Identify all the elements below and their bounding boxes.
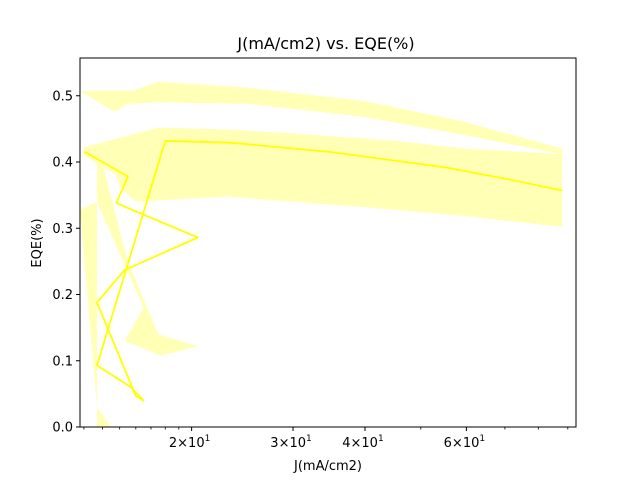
x-tick-label: 3×101 [270,434,311,451]
y-tick-label: 0.1 [52,354,73,369]
x-tick-label: 4×101 [342,434,383,451]
confidence-band-2 [80,81,563,155]
plot-frame [79,57,577,428]
y-tick-label: 0.2 [52,288,73,303]
y-tick-label: 0.0 [52,421,73,436]
confidence-band-3 [80,142,198,427]
x-axis-title: J(mA/cm2) [293,459,362,474]
series-line-1 [83,139,563,402]
y-tick-label: 0.4 [52,156,73,171]
x-tick-label: 6×101 [444,434,485,451]
y-axis-title: EQE(%) [30,218,45,267]
plot-area [80,81,563,427]
y-tick-label: 0.3 [52,222,73,237]
chart-title: J(mA/cm2) vs. EQE(%) [236,34,414,53]
confidence-band-layer [80,81,563,427]
y-axis: 0.0 0.1 0.2 0.3 0.4 0.5 [52,89,80,436]
series-layer [83,139,563,402]
y-tick-label: 0.5 [52,89,73,104]
x-axis: 2×101 3×101 4×101 6×101 [83,427,569,451]
confidence-band-1 [83,127,563,227]
x-tick-label: 2×101 [169,434,210,451]
